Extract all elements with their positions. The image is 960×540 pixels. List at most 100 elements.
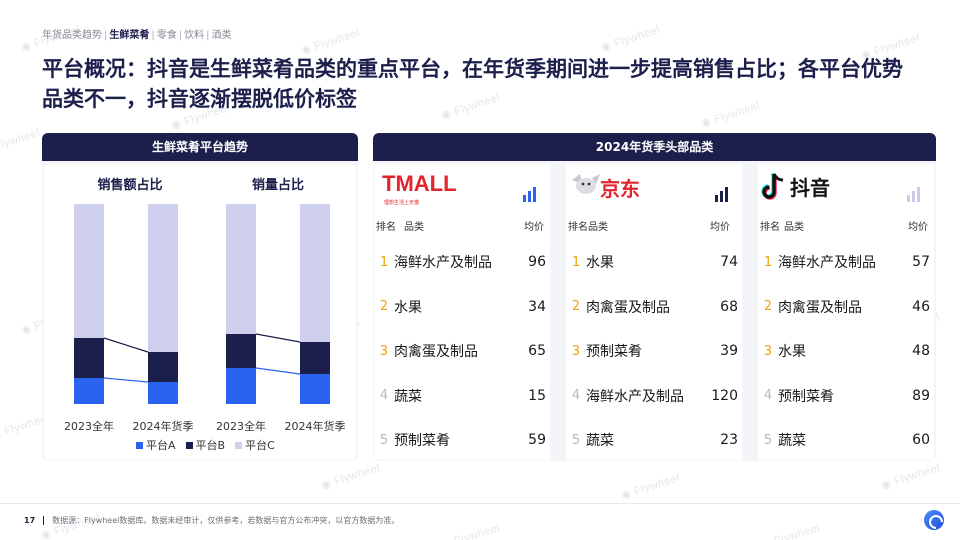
tmall-logo: TMALL 理想生活上天猫	[382, 171, 457, 206]
category-name: 肉禽蛋及制品	[778, 299, 862, 316]
avg-price: 89	[912, 387, 930, 404]
legend-item-b: 平台B	[185, 437, 226, 453]
source-note: 数据源：Flywheel数据库。数据未经审计，仅供参考，若数据与官方公布冲突，以…	[52, 516, 400, 525]
breadcrumb-item[interactable]: 酒类	[211, 30, 232, 41]
rank-list: 1 海鲜水产及制品 57 2 肉禽蛋及制品 46 3 水果 48 4 预制菜肴 89 5 蔬菜 60	[758, 240, 934, 463]
logo-row: 京东	[566, 164, 742, 210]
chart-legend: 平台A 平台B 平台C	[136, 437, 275, 453]
list-item: 4 预制菜肴 89	[758, 374, 934, 419]
avg-price: 120	[711, 387, 738, 404]
x-tick-label: 2023全年	[64, 419, 114, 433]
avg-price: 65	[528, 343, 546, 360]
x-tick-label: 2024年货季	[285, 419, 346, 433]
avg-price: 39	[720, 343, 738, 360]
list-item: 1 海鲜水产及制品 96	[374, 240, 550, 285]
col-category: 品类	[784, 222, 804, 233]
rank-number: 1	[763, 254, 773, 270]
avg-price: 96	[528, 254, 546, 271]
tmall-logo-text: TMALL	[382, 171, 457, 196]
footer: 17 数据源：Flywheel数据库。数据未经审计，仅供参考，若数据与官方公布冲…	[24, 515, 399, 526]
category-name: 水果	[778, 344, 806, 361]
platform-card-jd: 京东 排名品类 均价 1 水果 74 2 肉禽蛋及制品 68 3 预制菜肴 39 4 海鲜水产…	[566, 164, 742, 460]
page-number: 17	[24, 516, 36, 525]
avg-price: 74	[720, 254, 738, 271]
avg-price: 59	[528, 432, 546, 449]
rank-list: 1 海鲜水产及制品 96 2 水果 34 3 肉禽蛋及制品 65 4 蔬菜 15 5 预制菜肴 59	[374, 240, 550, 463]
breadcrumb-item[interactable]: 年货品类趋势	[42, 30, 102, 41]
avg-price: 60	[912, 432, 930, 449]
list-item: 3 水果 48	[758, 329, 934, 374]
chart-title-volume: 销量占比	[251, 178, 304, 193]
col-rank-category: 排名品类	[568, 222, 608, 233]
rank-list: 1 水果 74 2 肉禽蛋及制品 68 3 预制菜肴 39 4 海鲜水产及制品 120 5 蔬菜 2…	[566, 240, 742, 463]
footer-separator	[43, 516, 45, 525]
page-title: 平台概况：抖音是生鲜菜肴品类的重点平台，在年货季期间进一步提高销售占比；各平台优…	[42, 57, 903, 111]
bar-segment-平台B	[226, 334, 256, 368]
rank-number: 3	[379, 343, 389, 359]
legend-label: 平台A	[146, 439, 176, 452]
platform-card-tmall: TMALL 理想生活上天猫 排名 品类 均价 1 海鲜水产及制品 96 2 水果 3 4 …	[374, 164, 550, 460]
list-item: 1 海鲜水产及制品 57	[758, 240, 934, 285]
bar-chart-icon	[523, 187, 536, 202]
legend-swatch	[136, 441, 143, 449]
trend-connector-line	[255, 367, 301, 375]
bar-segment-平台C	[226, 204, 256, 334]
trend-connector-line	[103, 377, 149, 383]
list-item: 2 肉禽蛋及制品 46	[758, 285, 934, 330]
bar-chart-icon	[715, 187, 728, 202]
tmall-slogan: 理想生活上天猫	[384, 199, 419, 206]
bar-segment-平台C	[300, 204, 330, 342]
col-price: 均价	[908, 222, 928, 233]
avg-price: 48	[912, 343, 930, 360]
x-tick-label: 2023全年	[216, 419, 266, 433]
breadcrumb-item[interactable]: 饮料	[184, 30, 205, 41]
bar-segment-平台C	[74, 204, 104, 338]
bar-segment-平台C	[148, 204, 178, 352]
category-name: 预制菜肴	[394, 433, 450, 450]
jd-logo: 京东	[572, 174, 640, 201]
category-name: 海鲜水产及制品	[394, 255, 492, 272]
list-item: 5 蔬菜 23	[566, 418, 742, 463]
list-item: 2 肉禽蛋及制品 68	[566, 285, 742, 330]
bar-chart-icon	[907, 187, 920, 202]
rank-number: 3	[763, 343, 773, 359]
legend-label: 平台C	[245, 439, 275, 452]
col-rank: 排名	[376, 222, 396, 233]
category-name: 预制菜肴	[586, 344, 642, 361]
chart-title-sales: 销售额占比	[97, 178, 163, 193]
rank-number: 1	[379, 254, 389, 270]
bar-segment-平台B	[74, 338, 104, 378]
avg-price: 34	[528, 298, 546, 315]
bar-segment-平台A	[148, 382, 178, 404]
rank-number: 2	[379, 299, 389, 315]
jd-dog-icon	[572, 174, 600, 194]
douyin-logo: 抖音	[761, 173, 830, 200]
flywheel-logo-icon	[924, 510, 944, 530]
list-item: 2 水果 34	[374, 285, 550, 330]
col-price: 均价	[524, 222, 544, 233]
list-item: 5 蔬菜 60	[758, 418, 934, 463]
breadcrumb-item[interactable]: 零食	[156, 30, 177, 41]
bar-segment-平台A	[74, 378, 104, 404]
rank-number: 4	[763, 388, 773, 404]
list-item: 5 预制菜肴 59	[374, 418, 550, 463]
category-name: 海鲜水产及制品	[586, 388, 684, 405]
col-price: 均价	[710, 222, 730, 233]
douyin-note-icon	[761, 173, 784, 200]
footer-divider	[0, 503, 960, 504]
category-name: 蔬菜	[394, 388, 422, 405]
list-item: 4 海鲜水产及制品 120	[566, 374, 742, 419]
legend-label: 平台B	[195, 439, 226, 452]
rank-number: 4	[379, 388, 389, 404]
avg-price: 46	[912, 298, 930, 315]
rank-number: 3	[571, 343, 581, 359]
logo-row: TMALL 理想生活上天猫	[374, 164, 550, 210]
col-category: 品类	[404, 222, 424, 233]
list-item: 1 水果 74	[566, 240, 742, 285]
breadcrumb-item-active[interactable]: 生鲜菜肴	[109, 30, 150, 41]
avg-price: 15	[528, 387, 546, 404]
category-name: 蔬菜	[778, 433, 806, 450]
legend-item-a: 平台A	[136, 437, 176, 453]
